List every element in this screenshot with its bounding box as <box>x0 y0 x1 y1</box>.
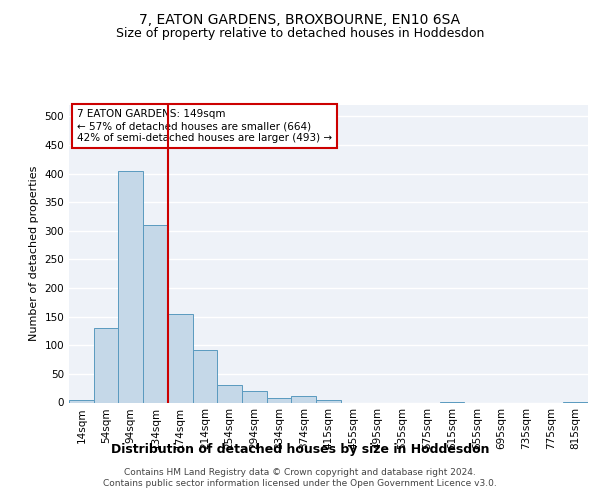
Bar <box>143 225 168 402</box>
Y-axis label: Number of detached properties: Number of detached properties <box>29 166 39 342</box>
Text: Distribution of detached houses by size in Hoddesdon: Distribution of detached houses by size … <box>111 442 489 456</box>
Bar <box>217 386 242 402</box>
Text: Size of property relative to detached houses in Hoddesdon: Size of property relative to detached ho… <box>116 28 484 40</box>
Text: 7, EATON GARDENS, BROXBOURNE, EN10 6SA: 7, EATON GARDENS, BROXBOURNE, EN10 6SA <box>139 12 461 26</box>
Bar <box>94 328 118 402</box>
Text: Contains HM Land Registry data © Crown copyright and database right 2024.
Contai: Contains HM Land Registry data © Crown c… <box>103 468 497 487</box>
Bar <box>118 171 143 402</box>
Bar <box>292 396 316 402</box>
Bar <box>168 314 193 402</box>
Bar <box>316 400 341 402</box>
Bar <box>193 350 217 403</box>
Bar <box>69 400 94 402</box>
Bar <box>267 398 292 402</box>
Bar <box>242 391 267 402</box>
Text: 7 EATON GARDENS: 149sqm
← 57% of detached houses are smaller (664)
42% of semi-d: 7 EATON GARDENS: 149sqm ← 57% of detache… <box>77 110 332 142</box>
